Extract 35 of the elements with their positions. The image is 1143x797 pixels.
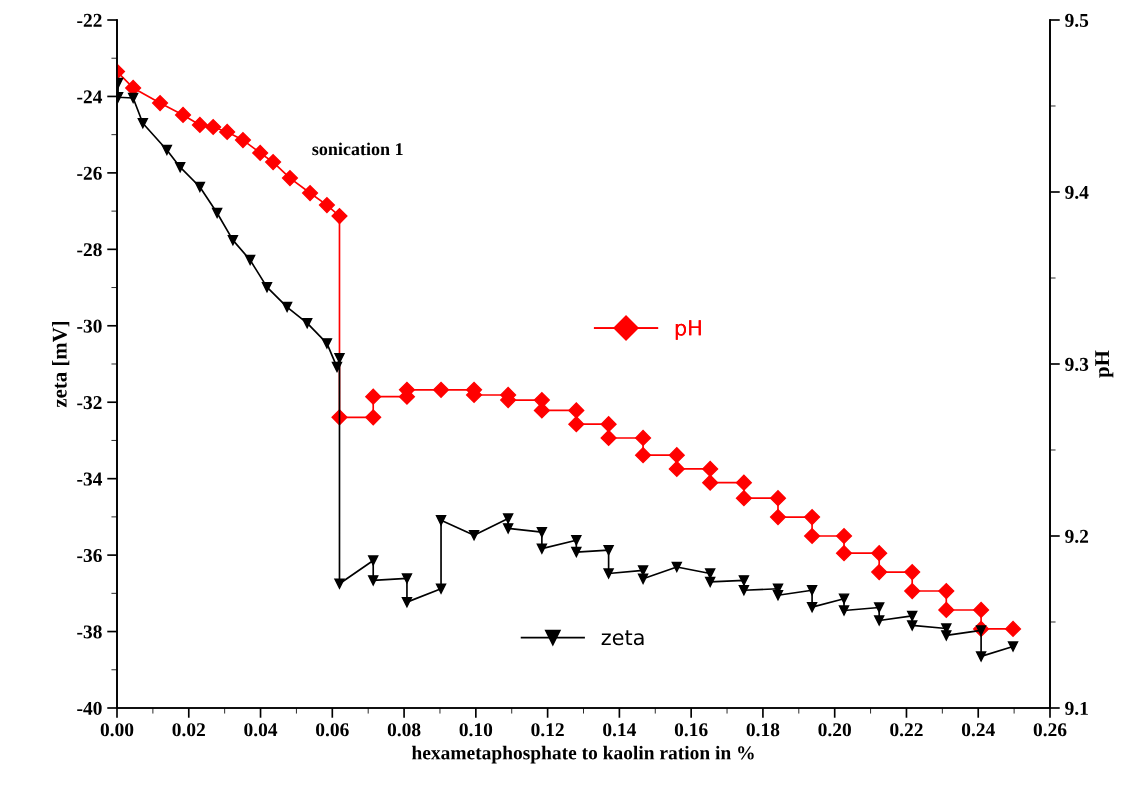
- annotation: sonication 1: [312, 142, 403, 156]
- y-axis-title: zeta [mV]: [52, 321, 70, 408]
- y2-axis-title: pH: [1095, 350, 1114, 378]
- x-tick-label: 0.06: [316, 723, 349, 737]
- y2-tick-label: 9.4: [1065, 185, 1089, 200]
- y2-tick-label: 9.3: [1065, 357, 1089, 372]
- y-tick-label: -24: [77, 90, 103, 104]
- y2-tick-label: 9.1: [1065, 701, 1088, 716]
- x-tick-label: 0.04: [244, 723, 278, 737]
- y2-tick-label: 9.5: [1065, 13, 1089, 28]
- x-tick-label: 0.12: [531, 723, 564, 737]
- x-tick-label: 0.00: [100, 723, 134, 737]
- y-tick-label: -32: [77, 396, 102, 410]
- y2-tick-label: 9.2: [1065, 529, 1089, 544]
- y-tick-label: -22: [77, 13, 102, 27]
- y-tick-label: -38: [77, 625, 102, 639]
- x-tick-label: 0.26: [1033, 723, 1067, 737]
- y-tick-label: -30: [77, 319, 102, 333]
- x-tick-label: 0.08: [387, 723, 421, 737]
- x-axis-title: hexametaphosphate to kaolin ration in %: [411, 745, 754, 764]
- legend-label: pH: [675, 320, 701, 340]
- x-tick-label: 0.16: [674, 723, 708, 737]
- y-tick-label: -26: [77, 166, 102, 180]
- x-tick-label: 0.02: [172, 723, 205, 737]
- y-tick-label: -28: [77, 243, 102, 257]
- x-tick-label: 0.22: [890, 723, 923, 737]
- y-tick-label: -36: [77, 548, 102, 563]
- y-tick-label: -40: [77, 701, 102, 715]
- x-tick-label: 0.24: [961, 723, 995, 737]
- x-tick-label: 0.10: [459, 723, 493, 737]
- x-tick-label: 0.18: [746, 723, 780, 737]
- y-tick-label: -34: [77, 472, 103, 486]
- x-tick-label: 0.14: [603, 723, 637, 737]
- x-tick-label: 0.20: [818, 723, 851, 737]
- legend-label: zeta: [601, 630, 644, 646]
